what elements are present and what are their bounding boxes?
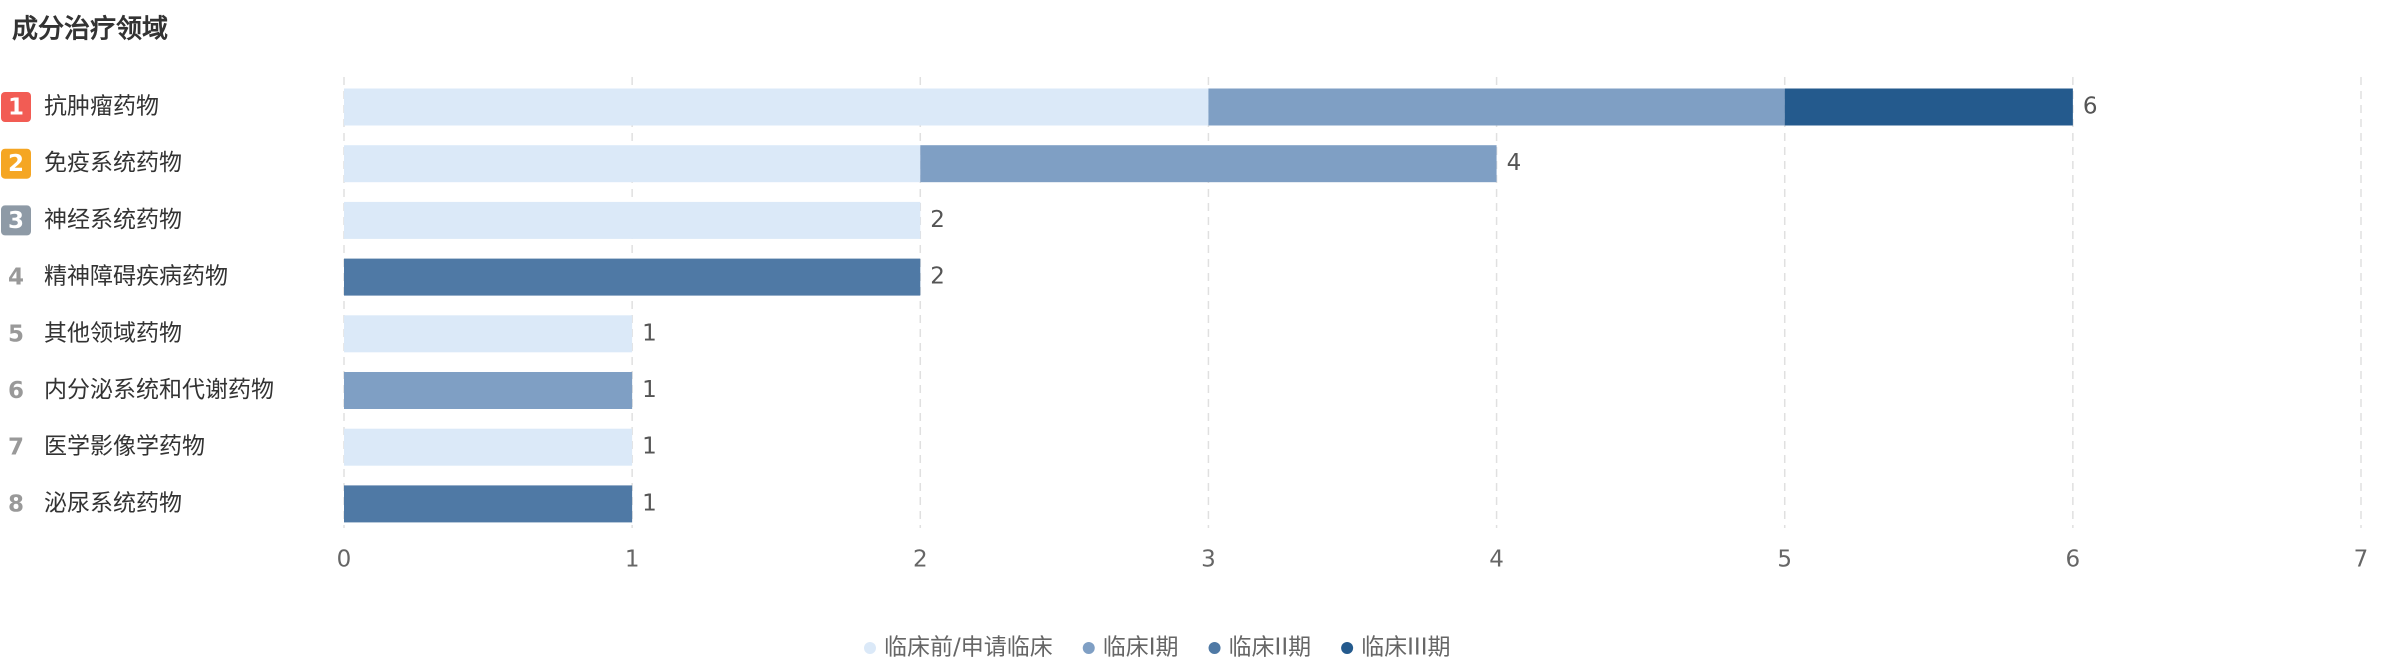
legend-label: 临床III期 xyxy=(1361,635,1450,661)
rank-badge xyxy=(1,92,31,122)
total-label: 2 xyxy=(930,264,945,290)
rank-badge xyxy=(1,148,31,179)
x-tick-label: 5 xyxy=(1777,547,1792,573)
x-tick-label: 0 xyxy=(337,547,352,573)
legend-marker xyxy=(1341,642,1354,654)
total-label: 4 xyxy=(1507,150,1522,176)
rank: 2 xyxy=(8,151,24,177)
chart-title: 成分治疗领域 xyxy=(12,14,168,45)
x-tick-label: 7 xyxy=(2354,547,2369,573)
bar-segment xyxy=(344,145,921,183)
bar-segment xyxy=(344,485,633,523)
rank: 4 xyxy=(8,265,24,291)
x-tick-label: 1 xyxy=(625,547,640,573)
total-label: 2 xyxy=(930,207,945,233)
y-tick-label: 精神障碍疾病药物 xyxy=(44,264,228,290)
x-tick-label: 3 xyxy=(1201,547,1216,573)
bar-segment xyxy=(1208,88,1785,126)
total-label: 1 xyxy=(642,320,657,346)
bar-segment xyxy=(344,258,921,296)
x-tick-label: 6 xyxy=(2066,547,2081,573)
rank: 6 xyxy=(8,378,24,404)
rank: 5 xyxy=(8,321,24,347)
y-tick-label: 抗肿瘤药物 xyxy=(44,94,159,120)
rank: 7 xyxy=(8,435,24,461)
bar-segment xyxy=(344,88,1209,126)
rank: 8 xyxy=(8,491,24,517)
legend-label: 临床I期 xyxy=(1103,635,1179,661)
bar-segment xyxy=(1784,88,2073,126)
legend-marker xyxy=(1082,642,1095,654)
x-tick-label: 2 xyxy=(913,547,928,573)
y-tick-label: 泌尿系统药物 xyxy=(44,490,182,516)
legend-marker xyxy=(864,642,876,654)
legend-marker xyxy=(1208,642,1221,654)
bar-segment xyxy=(920,145,1497,183)
rank: 1 xyxy=(8,95,24,121)
y-tick-label: 内分泌系统和代谢药物 xyxy=(44,377,274,403)
x-tick-label: 4 xyxy=(1489,547,1504,573)
bar-segment xyxy=(344,315,633,353)
bar-segment xyxy=(344,428,633,466)
total-label: 1 xyxy=(642,434,657,460)
bar-segment xyxy=(344,372,633,409)
legend-label: 临床前/申请临床 xyxy=(884,635,1053,661)
bar-segment xyxy=(344,201,921,239)
y-tick-label: 神经系统药物 xyxy=(44,207,182,233)
y-tick-label: 免疫系统药物 xyxy=(44,150,182,176)
total-label: 1 xyxy=(642,490,657,516)
rank-badge xyxy=(1,205,31,236)
y-tick-label: 其他领域药物 xyxy=(44,320,182,346)
total-label: 1 xyxy=(642,377,657,403)
legend-label: 临床II期 xyxy=(1229,635,1312,661)
y-tick-label: 医学影像学药物 xyxy=(44,434,205,460)
total-label: 6 xyxy=(2083,94,2098,120)
rank: 3 xyxy=(8,208,24,234)
